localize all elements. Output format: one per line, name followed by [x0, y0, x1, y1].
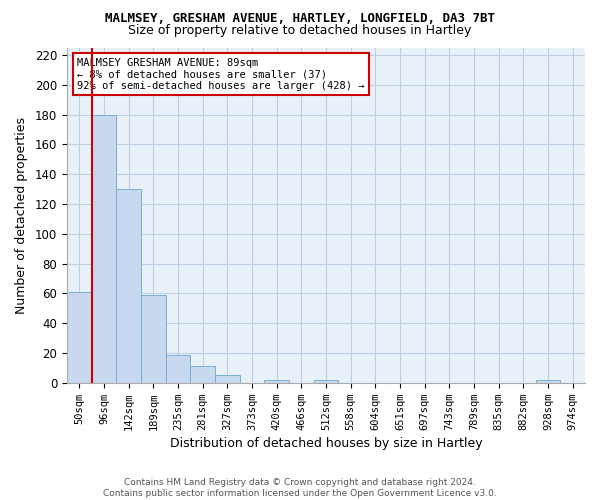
Bar [190, 366, 215, 383]
Y-axis label: Number of detached properties: Number of detached properties [15, 116, 28, 314]
Text: MALMSEY, GRESHAM AVENUE, HARTLEY, LONGFIELD, DA3 7BT: MALMSEY, GRESHAM AVENUE, HARTLEY, LONGFI… [105, 12, 495, 26]
Bar [536, 380, 560, 383]
Bar [215, 376, 239, 383]
Bar [265, 380, 289, 383]
Bar [67, 292, 92, 383]
Bar [92, 114, 116, 383]
Bar [314, 380, 338, 383]
Bar [141, 295, 166, 383]
X-axis label: Distribution of detached houses by size in Hartley: Distribution of detached houses by size … [170, 437, 482, 450]
Bar [116, 189, 141, 383]
Text: Size of property relative to detached houses in Hartley: Size of property relative to detached ho… [128, 24, 472, 37]
Bar [166, 354, 190, 383]
Text: MALMSEY GRESHAM AVENUE: 89sqm
← 8% of detached houses are smaller (37)
92% of se: MALMSEY GRESHAM AVENUE: 89sqm ← 8% of de… [77, 58, 365, 91]
Text: Contains HM Land Registry data © Crown copyright and database right 2024.
Contai: Contains HM Land Registry data © Crown c… [103, 478, 497, 498]
